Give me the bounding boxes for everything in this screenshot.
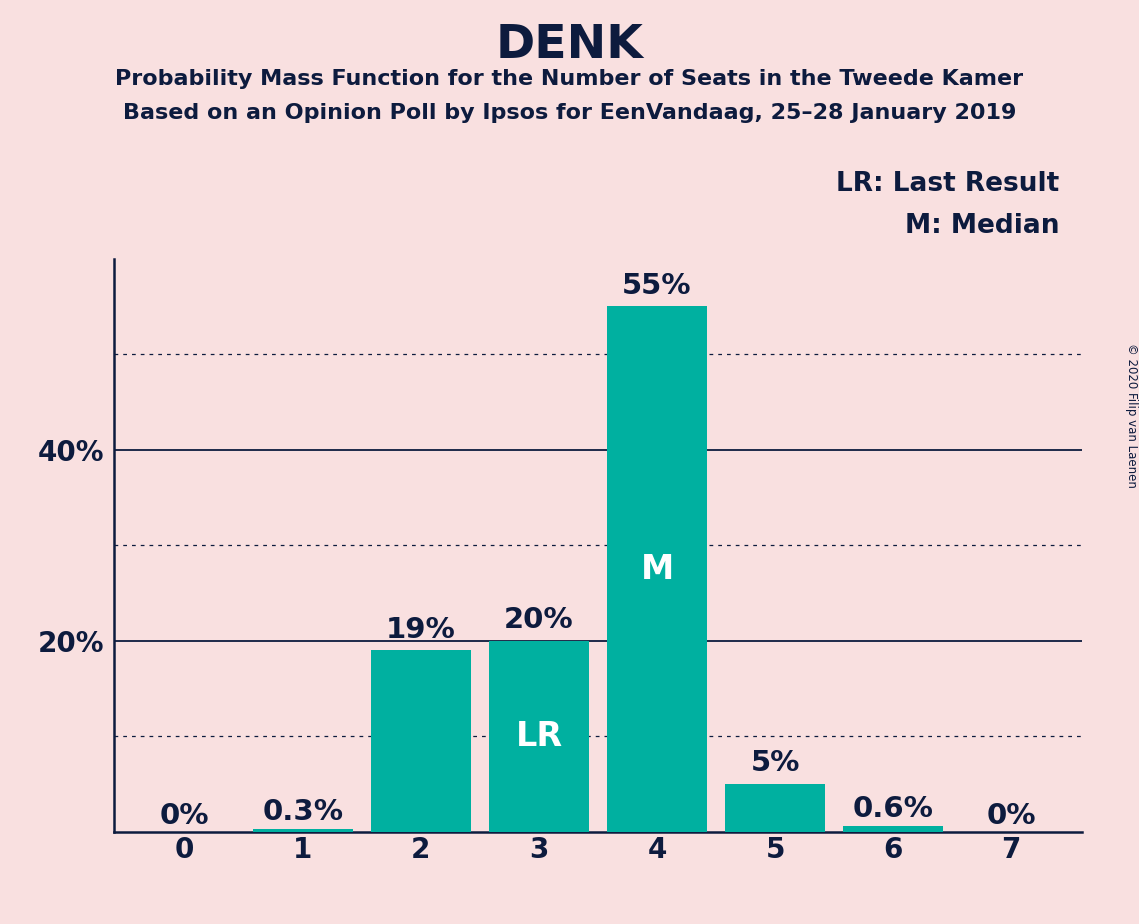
- Text: LR: Last Result: LR: Last Result: [836, 171, 1059, 197]
- Text: M: M: [640, 553, 673, 586]
- Text: 55%: 55%: [622, 272, 691, 299]
- Text: 0.6%: 0.6%: [853, 795, 934, 823]
- Text: © 2020 Filip van Laenen: © 2020 Filip van Laenen: [1124, 344, 1138, 488]
- Bar: [253, 829, 353, 832]
- Bar: [607, 307, 707, 832]
- Bar: [724, 784, 826, 832]
- Text: Based on an Opinion Poll by Ipsos for EenVandaag, 25–28 January 2019: Based on an Opinion Poll by Ipsos for Ee…: [123, 103, 1016, 124]
- Text: 20%: 20%: [505, 606, 574, 634]
- Text: 5%: 5%: [751, 749, 800, 777]
- Text: Probability Mass Function for the Number of Seats in the Tweede Kamer: Probability Mass Function for the Number…: [115, 69, 1024, 90]
- Text: LR: LR: [515, 720, 563, 753]
- Bar: [489, 640, 589, 832]
- Text: 0.3%: 0.3%: [262, 797, 343, 826]
- Text: 0%: 0%: [159, 802, 210, 830]
- Text: DENK: DENK: [495, 23, 644, 68]
- Text: 0%: 0%: [986, 802, 1036, 830]
- Text: 19%: 19%: [386, 615, 456, 643]
- Text: M: Median: M: Median: [904, 213, 1059, 238]
- Bar: [370, 650, 472, 832]
- Bar: [843, 826, 943, 832]
